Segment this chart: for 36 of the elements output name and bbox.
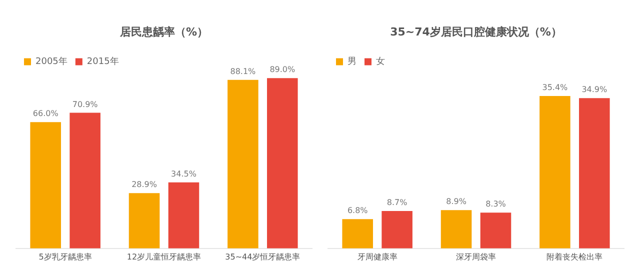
data-label: 66.0% bbox=[32, 109, 59, 118]
bar bbox=[440, 210, 472, 248]
data-label: 8.7% bbox=[386, 198, 408, 208]
x-tick-label: 5岁乳牙龋患率 bbox=[38, 252, 92, 262]
x-tick-label: 深牙周袋率 bbox=[456, 252, 496, 262]
data-label: 89.0% bbox=[270, 65, 296, 74]
data-label: 34.9% bbox=[582, 85, 608, 94]
bar bbox=[579, 98, 610, 248]
bar bbox=[540, 96, 570, 248]
data-label: 8.9% bbox=[446, 197, 467, 206]
x-tick-label: 牙周健康率 bbox=[357, 252, 398, 262]
bar bbox=[267, 78, 298, 248]
data-label: 88.1% bbox=[230, 66, 256, 76]
legend-label: 男 bbox=[348, 56, 356, 68]
bar bbox=[128, 193, 160, 248]
chart-title: 35~74岁居民口腔健康状况（%） bbox=[390, 25, 562, 38]
bar bbox=[70, 112, 100, 248]
data-label: 8.3% bbox=[486, 200, 506, 209]
data-label: 35.4% bbox=[542, 83, 568, 92]
x-tick-label: 35~44岁恒牙龋患率 bbox=[225, 252, 300, 262]
data-label: 28.9% bbox=[132, 180, 158, 190]
data-label: 34.5% bbox=[171, 169, 197, 178]
x-tick-label: 12岁儿童恒牙龋患率 bbox=[126, 252, 202, 262]
bar bbox=[168, 182, 200, 248]
bar bbox=[228, 80, 258, 248]
data-label: 6.8% bbox=[347, 206, 368, 216]
legend-label: 女 bbox=[376, 56, 385, 68]
bar bbox=[480, 212, 512, 248]
chart-title: 居民患龋率（%） bbox=[118, 25, 208, 38]
bar bbox=[30, 122, 61, 248]
bar bbox=[342, 219, 373, 248]
legend-label: 2005年 bbox=[36, 56, 68, 68]
x-tick-label: 附着丧失检出率 bbox=[546, 252, 603, 262]
data-label: 70.9% bbox=[72, 100, 98, 109]
bar bbox=[382, 210, 412, 248]
legend-label: 2015年 bbox=[86, 56, 119, 68]
